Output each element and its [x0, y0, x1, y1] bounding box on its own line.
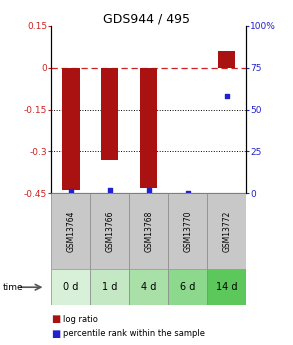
Bar — [129, 269, 168, 305]
Text: ■: ■ — [51, 329, 61, 338]
Bar — [62, 68, 79, 190]
Text: GSM13770: GSM13770 — [183, 210, 192, 252]
Bar — [51, 193, 90, 269]
Bar — [168, 269, 207, 305]
Bar — [129, 193, 168, 269]
Text: 1 d: 1 d — [102, 282, 117, 292]
Point — [69, 188, 73, 194]
Text: GSM13768: GSM13768 — [144, 210, 153, 252]
Text: 0 d: 0 d — [63, 282, 79, 292]
Bar — [218, 51, 235, 68]
Bar — [90, 193, 129, 269]
Point — [224, 93, 229, 99]
Text: GDS944 / 495: GDS944 / 495 — [103, 12, 190, 25]
Text: ■: ■ — [51, 314, 61, 324]
Bar — [207, 269, 246, 305]
Text: 14 d: 14 d — [216, 282, 237, 292]
Text: GSM13766: GSM13766 — [105, 210, 114, 252]
Bar — [101, 68, 118, 160]
Bar — [207, 193, 246, 269]
Text: percentile rank within the sample: percentile rank within the sample — [63, 329, 205, 338]
Bar — [140, 68, 157, 188]
Point — [108, 187, 112, 193]
Text: GSM13764: GSM13764 — [66, 210, 75, 252]
Text: log ratio: log ratio — [63, 315, 98, 324]
Point — [185, 190, 190, 196]
Text: GSM13772: GSM13772 — [222, 210, 231, 252]
Bar — [51, 269, 90, 305]
Bar — [168, 193, 207, 269]
Text: 6 d: 6 d — [180, 282, 195, 292]
Text: 4 d: 4 d — [141, 282, 156, 292]
Text: time: time — [3, 283, 23, 292]
Point — [146, 187, 151, 193]
Bar — [90, 269, 129, 305]
